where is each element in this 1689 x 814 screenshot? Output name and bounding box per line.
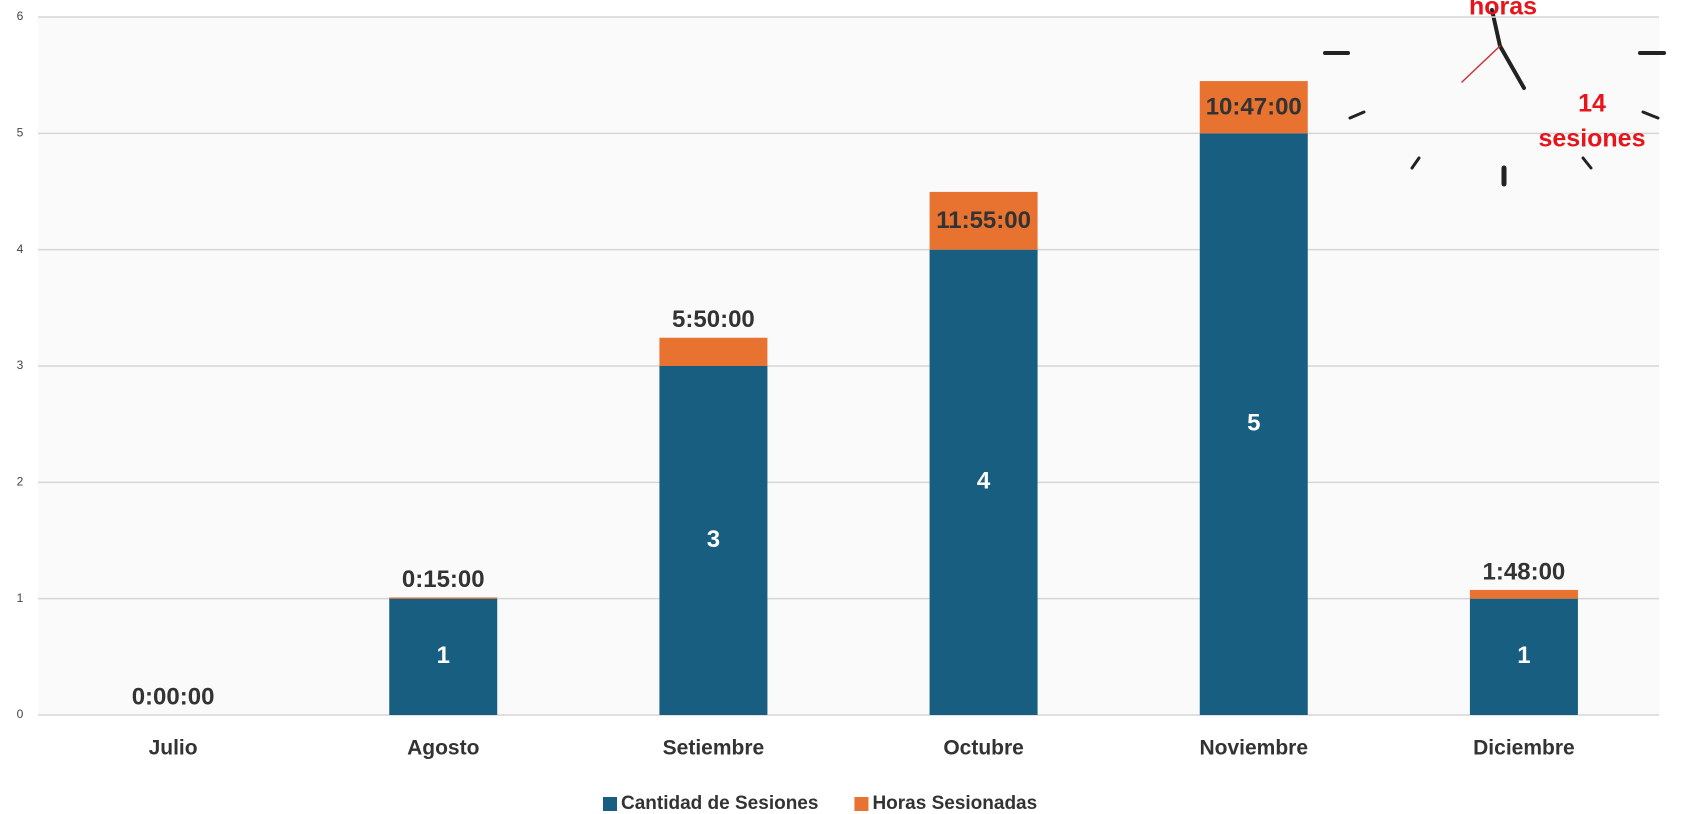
x-tick-label: Diciembre	[1473, 737, 1575, 760]
bar-segment	[659, 366, 768, 715]
x-tick-label: Julio	[149, 737, 198, 760]
data-label: 11:55:00	[936, 207, 1031, 234]
x-tick-label: Setiembre	[663, 737, 765, 760]
x-tick-label: Octubre	[943, 737, 1024, 760]
annotation: horas	[1469, 0, 1537, 21]
y-tick-label: 6	[17, 9, 24, 23]
bar-segment	[389, 597, 498, 599]
data-label: 4	[977, 468, 991, 495]
data-label: 1	[437, 642, 450, 669]
bar-segment	[929, 249, 1038, 715]
bar-segment	[1469, 598, 1578, 715]
y-tick-label: 4	[17, 242, 24, 256]
y-tick-label: 3	[17, 358, 24, 372]
bar-segment	[389, 598, 498, 715]
bar-segment	[929, 191, 1038, 250]
bar-segment	[1199, 133, 1308, 716]
data-label: 5	[1247, 410, 1260, 437]
legend-label: Cantidad de Sesiones	[621, 793, 818, 814]
data-label: 1:48:00	[1483, 558, 1566, 585]
data-label: 10:47:00	[1206, 94, 1302, 121]
data-label: 1	[1517, 642, 1530, 669]
y-tick-label: 0	[17, 707, 24, 721]
legend-swatch	[603, 797, 617, 811]
legend-swatch	[854, 797, 869, 811]
data-label: 5:50:00	[672, 306, 755, 333]
data-label: 0:15:00	[402, 566, 485, 593]
bar-segment	[659, 337, 768, 366]
bar-segment	[1469, 589, 1578, 599]
bar-segment	[1199, 81, 1308, 134]
annotation: 14 sesiones	[1538, 89, 1645, 152]
x-tick-label: Agosto	[407, 737, 479, 760]
y-tick-label: 2	[17, 475, 24, 489]
clock-graphic	[1323, 8, 1666, 187]
data-label: 0:00:00	[132, 683, 215, 710]
y-tick-label: 1	[17, 591, 24, 605]
y-tick-label: 5	[17, 126, 24, 140]
x-tick-label: Noviembre	[1199, 737, 1308, 760]
legend-label: Horas Sesionadas	[872, 793, 1037, 814]
data-label: 3	[707, 526, 720, 553]
